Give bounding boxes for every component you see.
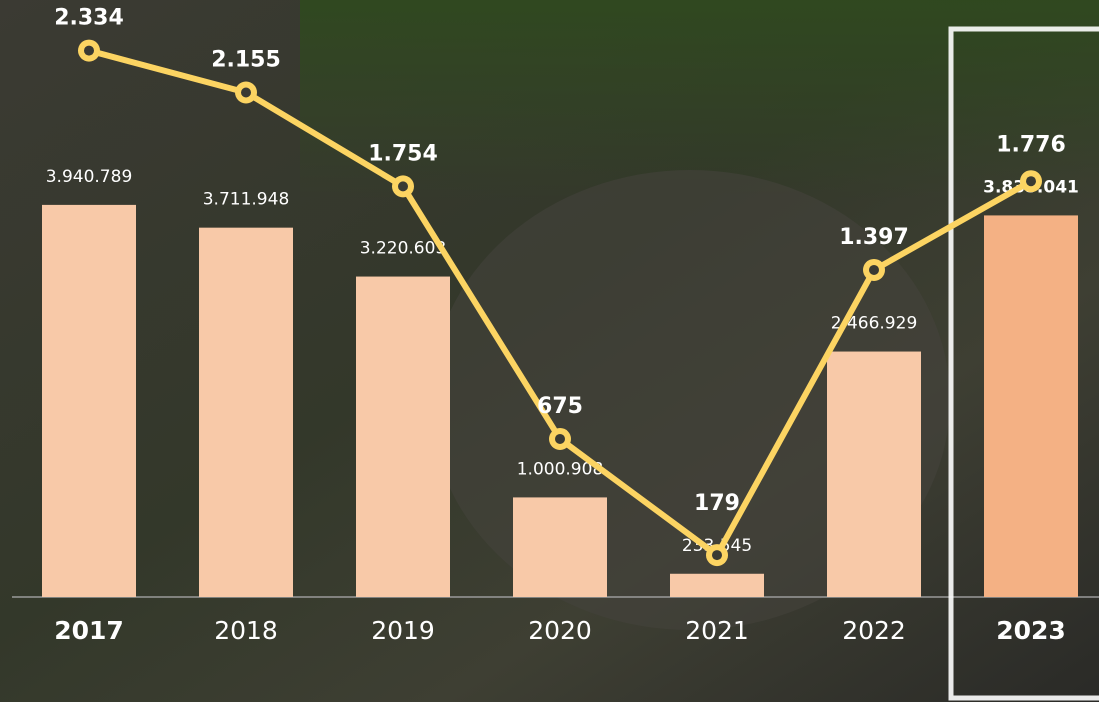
- x-tick-label: 2019: [371, 616, 435, 645]
- bar-value-label: 2.466.929: [831, 314, 918, 334]
- line-point-hole: [1026, 176, 1036, 187]
- background-photo: [300, 0, 1099, 200]
- bar-value-label: 3.940.789: [46, 167, 133, 187]
- x-tick-label: 2021: [685, 616, 749, 645]
- line-point-hole: [712, 550, 722, 561]
- bar-value-label: 3.220.603: [360, 239, 447, 259]
- line-value-label: 179: [694, 491, 740, 516]
- line-point-hole: [869, 264, 879, 275]
- bar: [670, 573, 764, 597]
- line-value-label: 675: [537, 394, 583, 419]
- bar: [513, 497, 607, 597]
- line-value-label: 2.155: [211, 47, 281, 72]
- line-point-hole: [555, 433, 565, 444]
- bar: [42, 204, 136, 598]
- highlight-frame: [948, 26, 1099, 701]
- bar: [356, 276, 450, 597]
- line-value-label: 2.334: [54, 6, 124, 31]
- x-tick-label: 2018: [214, 616, 278, 645]
- bar-value-label: 3.711.948: [203, 190, 290, 210]
- bar: [984, 215, 1078, 597]
- x-tick-label: 2017: [54, 616, 124, 645]
- x-tick-label: 2022: [842, 616, 906, 645]
- line-value-label: 1.754: [368, 141, 438, 166]
- x-tick-label: 2020: [528, 616, 592, 645]
- line-point-hole: [398, 181, 408, 192]
- line-value-label: 1.776: [996, 132, 1066, 157]
- x-tick-label: 2023: [996, 616, 1066, 645]
- line-point-hole: [241, 87, 251, 98]
- bar: [199, 227, 293, 597]
- bar-value-label: 1.000.908: [517, 459, 604, 479]
- bar: [827, 351, 921, 597]
- line-point-hole: [84, 45, 94, 56]
- line-value-label: 1.397: [839, 225, 909, 250]
